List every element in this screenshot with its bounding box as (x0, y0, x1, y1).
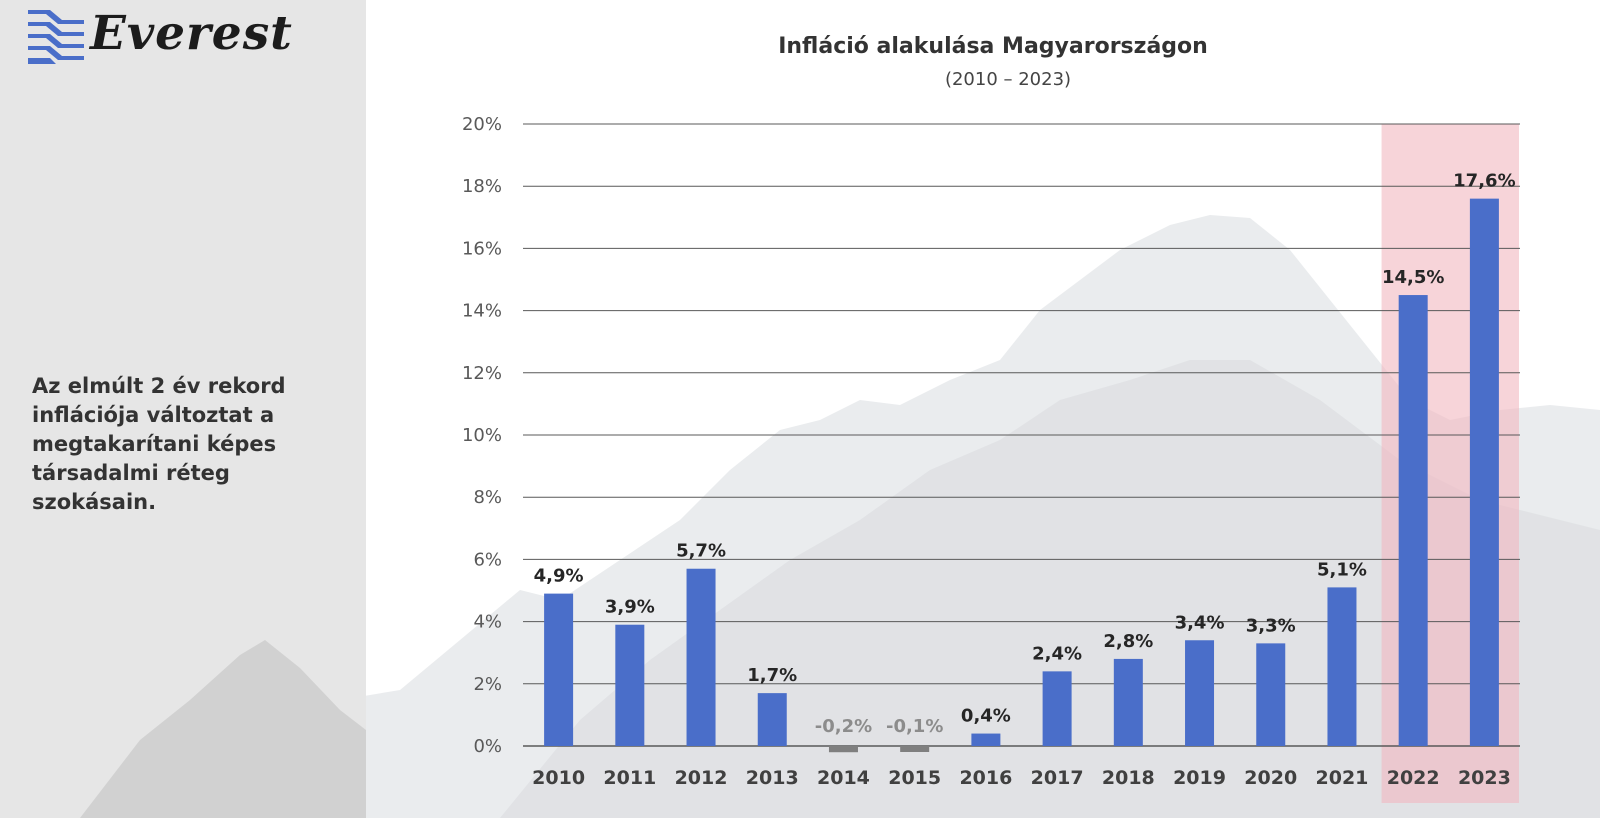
y-tick-label: 20% (462, 114, 502, 135)
y-tick-label: 10% (462, 425, 502, 446)
x-tick-label: 2021 (1316, 767, 1369, 789)
bar-2020 (1256, 643, 1286, 746)
bar-2010 (544, 593, 574, 746)
x-tick-label: 2010 (532, 767, 585, 789)
bar-2013 (757, 693, 787, 746)
y-tick-label: 16% (462, 238, 502, 259)
x-tick-label: 2013 (746, 767, 799, 789)
sidebar-text: Az elmúlt 2 év rekord inflációja változt… (32, 374, 286, 514)
data-label-2019: 3,4% (1175, 612, 1225, 633)
x-tick-label: 2014 (817, 767, 870, 789)
data-label-2011: 3,9% (605, 597, 655, 618)
sidebar-mountain (80, 640, 366, 818)
y-tick-label: 14% (462, 301, 502, 322)
x-tick-label: 2022 (1387, 767, 1440, 789)
x-tick-label: 2023 (1458, 767, 1511, 789)
data-label-2014: -0,2% (815, 716, 872, 737)
y-tick-label: 4% (473, 612, 502, 633)
y-tick-label: 8% (473, 487, 502, 508)
y-tick-label: 2% (473, 674, 502, 695)
data-label-2016: 0,4% (961, 706, 1011, 727)
x-tick-label: 2018 (1102, 767, 1155, 789)
y-tick-label: 12% (462, 363, 502, 384)
bar-2018 (1113, 658, 1143, 746)
x-tick-label: 2012 (675, 767, 728, 789)
y-tick-label: 18% (462, 176, 502, 197)
bar-2015 (900, 746, 930, 752)
data-label-2017: 2,4% (1032, 643, 1082, 664)
data-label-2018: 2,8% (1103, 631, 1153, 652)
bar-2022 (1398, 295, 1428, 746)
chart-subtitle: (2010 – 2023) (945, 69, 1071, 90)
x-tick-label: 2011 (603, 767, 656, 789)
bar-2017 (1042, 671, 1072, 746)
x-tick-label: 2016 (959, 767, 1012, 789)
bar-2021 (1327, 587, 1357, 746)
bar-2023 (1469, 198, 1499, 746)
bar-2016 (971, 733, 1001, 746)
bar-2011 (615, 624, 645, 746)
data-label-2021: 5,1% (1317, 559, 1367, 580)
chart-title: Infláció alakulása Magyarországon (778, 34, 1208, 59)
y-tick-label: 0% (473, 736, 502, 757)
everest-logo: Everest (28, 6, 338, 68)
data-label-2012: 5,7% (676, 541, 726, 562)
x-tick-label: 2015 (888, 767, 941, 789)
bar-2019 (1185, 640, 1215, 746)
bar-2014 (828, 746, 858, 753)
everest-logo-icon (28, 10, 84, 64)
data-label-2023: 17,6% (1453, 171, 1515, 192)
data-label-2020: 3,3% (1246, 615, 1296, 636)
sidebar: Everest Az elmúlt 2 év rekord inflációja… (0, 0, 366, 818)
x-tick-label: 2020 (1244, 767, 1297, 789)
everest-wordmark: Everest (90, 6, 293, 61)
y-tick-label: 6% (473, 549, 502, 570)
data-label-2010: 4,9% (534, 566, 584, 587)
data-label-2015: -0,1% (886, 716, 943, 737)
data-label-2013: 1,7% (747, 665, 797, 686)
data-label-2022: 14,5% (1382, 267, 1444, 288)
bar-2012 (686, 568, 716, 746)
x-tick-label: 2017 (1031, 767, 1084, 789)
x-tick-label: 2019 (1173, 767, 1226, 789)
